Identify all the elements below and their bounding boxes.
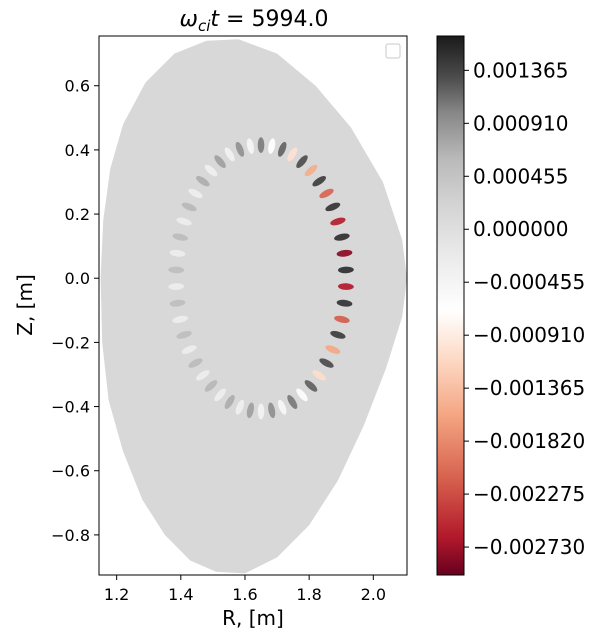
y-tick-label: 0.6	[65, 77, 90, 96]
mode-lobe	[325, 202, 341, 212]
x-tick-label: 2.0	[361, 585, 386, 604]
colorbar	[436, 35, 465, 576]
mode-lobe	[204, 380, 218, 392]
mode-lobe	[334, 233, 350, 241]
y-tick-label: 0.2	[65, 205, 90, 224]
y-tick-label: −0.6	[51, 462, 90, 481]
mode-lobe	[336, 299, 353, 307]
mode-lobe	[296, 388, 308, 402]
mode-lobe	[176, 217, 192, 226]
x-tick-label: 1.4	[168, 585, 193, 604]
y-tick-label: −0.4	[51, 398, 90, 417]
mode-lobe	[196, 175, 210, 187]
mode-lobe	[246, 402, 254, 419]
plasma-cross-section	[100, 39, 407, 574]
mode-lobe	[277, 399, 287, 415]
y-tick-label: −0.8	[51, 526, 90, 545]
colorbar-tick-label: −0.001820	[473, 429, 585, 453]
mode-lobe	[168, 266, 185, 274]
colorbar-tick-label: −0.001365	[473, 376, 585, 400]
colorbar-tick-label: −0.002275	[473, 482, 585, 506]
mode-lobe	[188, 188, 203, 199]
mode-lobe	[196, 370, 210, 381]
mode-lobe	[214, 388, 226, 402]
mode-lobe	[319, 188, 334, 199]
mode-lobe	[257, 137, 265, 153]
mode-lobe	[268, 138, 276, 154]
colorbar-ticks: 0.001365 0.000910 0.000455 0.000000 −0.00045…	[464, 58, 585, 559]
mode-lobe	[224, 147, 235, 162]
mode-lobe	[312, 175, 326, 187]
mode-lobe	[330, 331, 346, 339]
mode-lobe	[325, 345, 341, 354]
mode-lobe	[334, 315, 350, 324]
colorbar-tick-label: −0.000455	[473, 270, 585, 294]
mode-lobe	[338, 283, 354, 290]
mode-lobe	[277, 141, 287, 157]
mode-lobe	[214, 155, 226, 168]
colorbar-tick-label: −0.000910	[473, 323, 585, 347]
mode-lobe	[235, 141, 245, 157]
mode-lobe	[181, 202, 197, 212]
plot-area	[100, 39, 407, 574]
mode-lobe	[287, 147, 298, 162]
mode-lobe	[224, 395, 235, 409]
mode-lobe	[268, 402, 276, 419]
mode-structure	[168, 137, 354, 420]
y-tick-label: −0.2	[51, 333, 90, 352]
mode-lobe	[235, 399, 245, 415]
axes-frame	[98, 35, 408, 576]
colorbar-tick-label: 0.000910	[473, 111, 568, 135]
mode-lobe	[172, 233, 188, 241]
mode-lobe	[330, 217, 346, 226]
mode-lobe	[246, 138, 254, 154]
mode-lobe	[169, 299, 186, 307]
mode-lobe	[169, 249, 186, 257]
x-tick-label: 1.2	[104, 585, 129, 604]
mode-lobe	[181, 345, 197, 354]
x-tick-label: 1.6	[232, 585, 257, 604]
y-tick-label: 0.0	[65, 269, 90, 288]
mode-lobe	[172, 315, 188, 324]
colorbar-tick-label: 0.000455	[473, 164, 568, 188]
mode-lobe	[312, 370, 326, 381]
colorbar-tick-label: 0.001365	[473, 58, 568, 82]
x-axis-label: R, [m]	[222, 606, 284, 630]
mode-lobe	[168, 283, 185, 290]
mode-lobe	[319, 358, 334, 368]
y-axis-label: Z, [m]	[13, 274, 37, 336]
mode-lobe	[296, 155, 308, 168]
mode-lobe	[338, 266, 354, 274]
mode-lobe	[176, 331, 192, 339]
mode-lobe	[336, 249, 353, 257]
colorbar-tick-label: 0.000000	[473, 217, 568, 241]
mode-lobe	[304, 164, 318, 177]
colorbar-tick-label: −0.002730	[473, 535, 585, 559]
chart-title: ωcit = 5994.0	[180, 7, 329, 35]
mode-lobe	[257, 403, 265, 420]
x-tick-label: 1.8	[296, 585, 321, 604]
y-tick-label: 0.4	[65, 141, 90, 160]
mode-lobe	[204, 164, 218, 177]
x-axis: 1.2 1.4 1.6 1.8 2.0	[104, 575, 386, 604]
mode-lobe	[287, 395, 298, 409]
y-axis: 0.6 0.4 0.2 0.0 −0.2 −0.4 −0.6 −0.8	[51, 77, 99, 545]
legend-box	[385, 43, 401, 59]
mode-lobe	[304, 380, 318, 392]
mode-lobe	[188, 358, 203, 368]
